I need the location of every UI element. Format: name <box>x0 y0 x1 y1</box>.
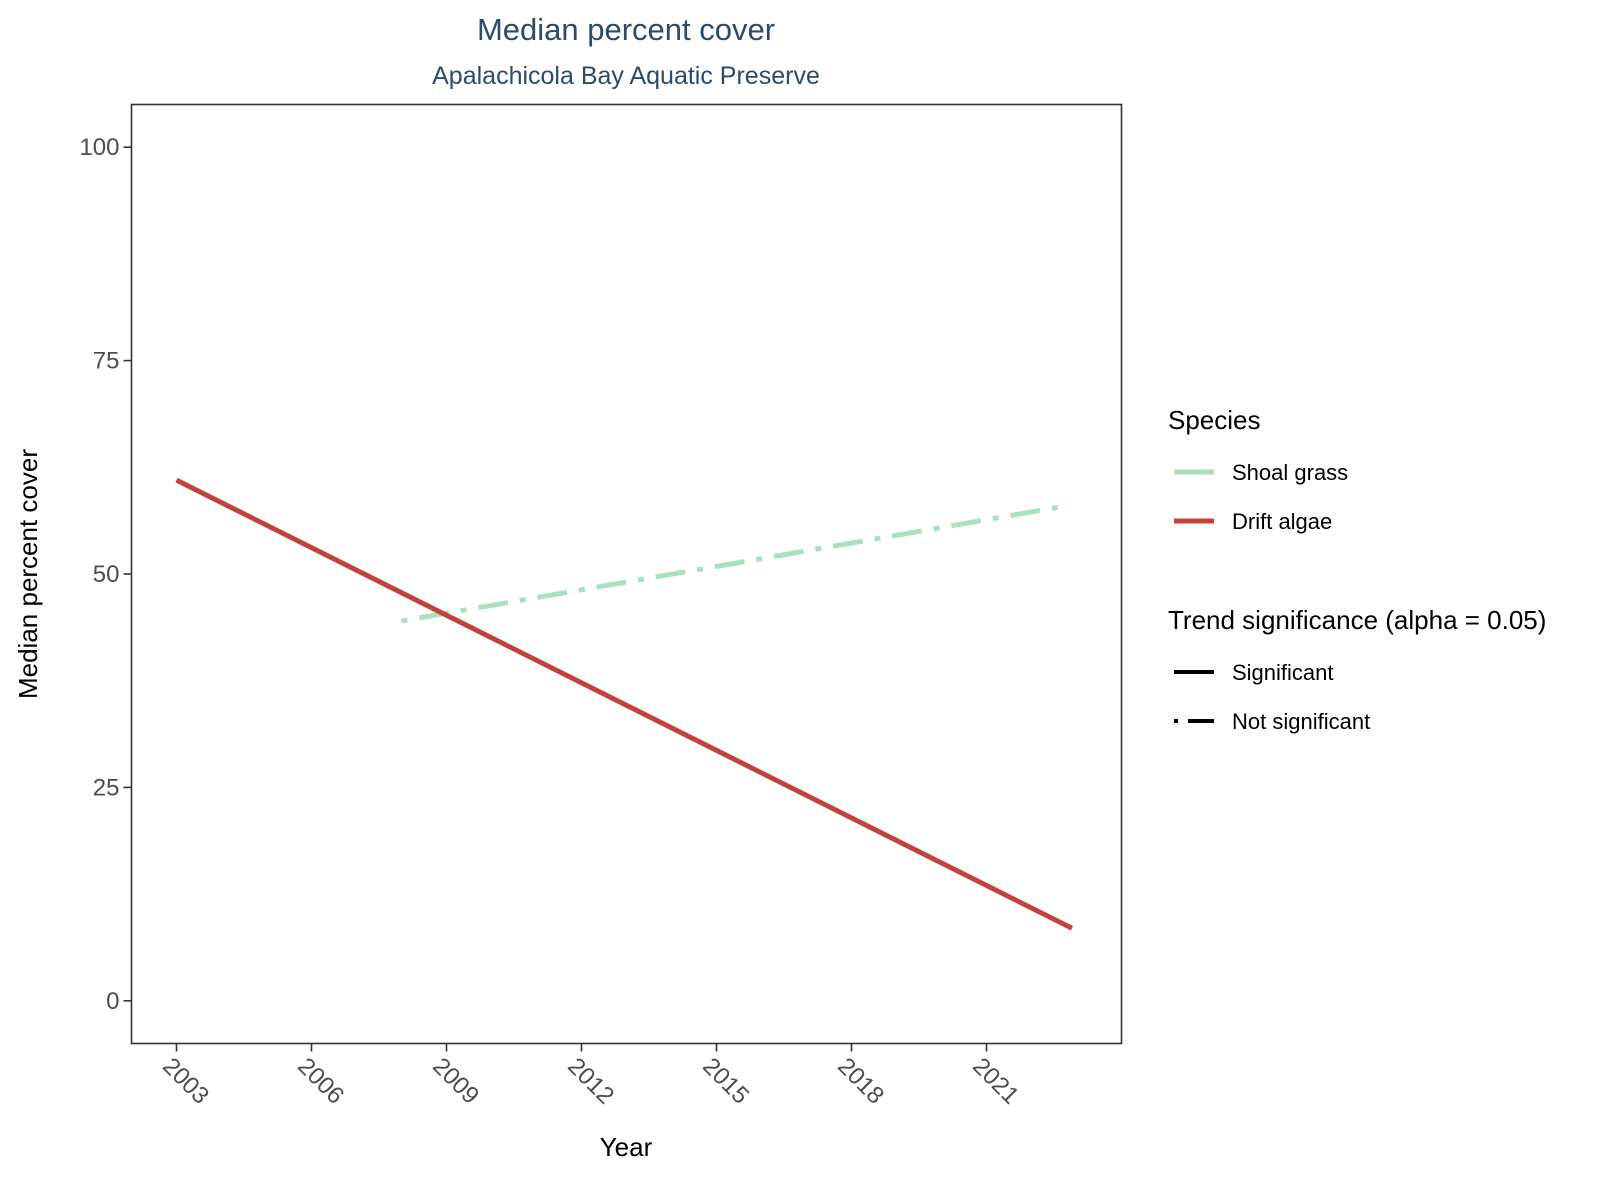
series-line-drift-algae <box>175 477 1074 931</box>
legend-trend-title: Trend significance (alpha = 0.05) <box>1168 605 1546 635</box>
x-tick-label: 2015 <box>697 1053 754 1110</box>
x-tick-label: 2006 <box>292 1053 349 1110</box>
y-axis: 0 25 50 75 100 <box>79 134 132 1015</box>
y-tick-label: 0 <box>106 988 119 1015</box>
x-tick-label: 2012 <box>562 1053 619 1110</box>
y-tick-label: 50 <box>93 561 120 588</box>
legend: Species Shoal grass Drift algae Trend si… <box>1168 405 1546 734</box>
x-axis-title: Year <box>600 1132 653 1162</box>
y-tick-label: 25 <box>93 774 120 801</box>
legend-label-not-significant: Not significant <box>1232 709 1370 734</box>
x-tick-label: 2009 <box>427 1053 484 1110</box>
series-layer <box>175 477 1074 931</box>
y-tick-label: 100 <box>79 134 119 161</box>
y-tick-label: 75 <box>93 348 120 375</box>
series-line-shoal-grass <box>401 503 1068 624</box>
chart-subtitle: Apalachicola Bay Aquatic Preserve <box>432 62 820 90</box>
x-tick-label: 2021 <box>967 1053 1024 1110</box>
legend-species-title: Species <box>1168 405 1261 435</box>
plot-panel <box>130 103 1123 1045</box>
x-tick-label: 2018 <box>832 1053 889 1110</box>
legend-label-drift-algae: Drift algae <box>1232 509 1332 534</box>
chart-title: Median percent cover <box>477 12 775 47</box>
y-axis-title: Median percent cover <box>13 449 43 699</box>
x-tick-label: 2003 <box>157 1053 214 1110</box>
legend-label-significant: Significant <box>1232 660 1334 685</box>
legend-label-shoal-grass: Shoal grass <box>1232 460 1348 485</box>
x-axis: 2003 2006 2009 2012 2015 2018 2021 <box>157 1043 1024 1110</box>
